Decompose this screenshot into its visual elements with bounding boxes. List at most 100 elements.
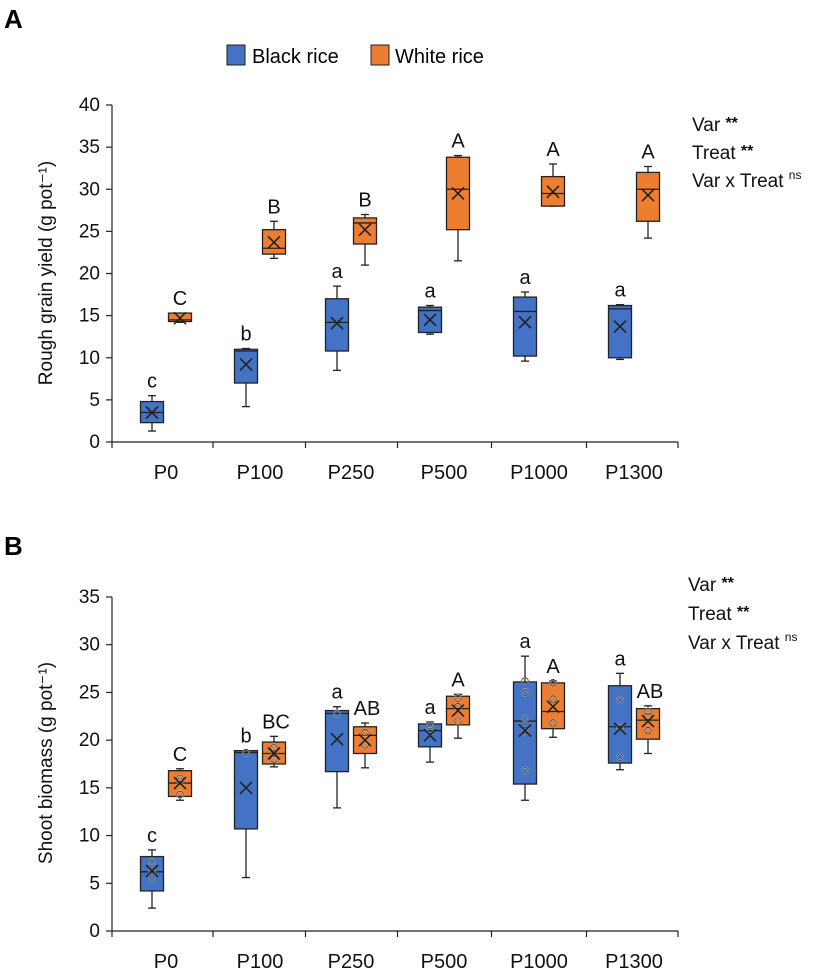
y-tick-label: 0 [89, 921, 100, 942]
significance-letter: a [614, 648, 626, 670]
mean-marker [173, 311, 187, 325]
data-point [521, 726, 529, 735]
y-tick-label: 20 [79, 730, 100, 751]
significance-letter: BC [262, 711, 290, 733]
data-point [270, 749, 278, 758]
data-point [521, 688, 529, 697]
y-tick-label: 25 [79, 221, 100, 242]
panel-b-chart: 0 5 10 15 20 25 30 35 P0 P100 P250 P500 P1000 P1300 Sh… [36, 575, 797, 973]
mean-marker [239, 357, 253, 372]
box [607, 304, 633, 359]
y-tick-label: 30 [79, 635, 100, 656]
y-tick-label: 10 [79, 348, 100, 369]
y-tick-label: 15 [79, 306, 100, 327]
mean-marker [267, 746, 281, 761]
box [352, 217, 378, 245]
data-point [454, 694, 462, 702]
y-tick-label: 5 [89, 390, 100, 411]
x-tick-label: P500 [421, 462, 468, 484]
y-axis-label: Shoot biomass (g pot⁻¹) [36, 662, 57, 864]
y-tick-label: 35 [79, 587, 100, 608]
data-point [361, 741, 369, 749]
data-point [426, 722, 434, 730]
x-tick-label: P1300 [605, 462, 663, 484]
significance-letter: A [451, 131, 465, 153]
x-tick-label: P1000 [510, 951, 568, 973]
mean-marker [330, 732, 344, 746]
significance-letter: A [546, 139, 560, 161]
panel-a-chart: 0 5 10 15 20 25 30 35 40 P0 P100 P250 P500 P1000 P1300… [36, 95, 801, 484]
y-axis-label: Rough grain yield (g pot⁻¹) [36, 161, 57, 385]
data-point [521, 714, 529, 722]
significance-letter: a [519, 631, 531, 653]
mean-marker [358, 223, 372, 237]
y-tick-label: 30 [79, 179, 100, 200]
mean-marker [330, 316, 344, 330]
x-tick-label: P1300 [605, 951, 663, 973]
stats-label: Treat ** [692, 143, 754, 164]
significance-letter: A [546, 656, 560, 678]
stats-label: Var x Treat ns [688, 630, 797, 654]
legend-swatch-white-rice [370, 44, 390, 66]
data-point [549, 679, 557, 687]
significance-letter: b [240, 726, 251, 748]
legend: Black rice White rice [226, 44, 484, 68]
data-point [521, 766, 529, 775]
data-point [270, 744, 278, 752]
significance-letter: a [331, 682, 343, 704]
data-point [521, 677, 529, 685]
data-point [549, 719, 557, 727]
legend-swatch-black-rice [226, 44, 246, 66]
data-point [454, 717, 462, 725]
y-tick-label: 10 [79, 826, 100, 847]
panel-label-b: B [4, 531, 23, 561]
mean-marker [518, 724, 532, 738]
mean-marker [423, 728, 437, 742]
box [512, 296, 538, 357]
data-point [148, 868, 156, 876]
data-point [361, 728, 369, 737]
mean-marker [267, 235, 281, 249]
mean-marker [239, 781, 253, 795]
mean-marker [613, 320, 627, 334]
mean-marker [145, 405, 159, 420]
x-tick-label: P1000 [510, 462, 568, 484]
significance-letter: a [424, 281, 436, 303]
data-point [270, 755, 278, 763]
x-tick-label: P100 [237, 951, 284, 973]
significance-letter: a [614, 280, 626, 302]
mean-marker [358, 733, 372, 747]
x-tick-label: P250 [328, 462, 375, 484]
data-point [644, 726, 652, 735]
y-tick-label: 35 [79, 137, 100, 158]
x-tick-label: P500 [421, 951, 468, 973]
x-tick-label: P0 [154, 951, 178, 973]
x-tick-label: P250 [328, 951, 375, 973]
data-point [644, 712, 652, 720]
significance-letter: C [173, 744, 187, 766]
data-point [176, 790, 184, 799]
significance-letter: b [240, 323, 251, 345]
box [324, 709, 350, 773]
y-tick-label: 15 [79, 778, 100, 799]
legend-label-black-rice: Black rice [252, 46, 339, 68]
mean-marker [613, 722, 627, 736]
significance-letter: a [519, 267, 531, 289]
mean-marker [451, 186, 465, 201]
significance-letter: B [267, 196, 280, 218]
data-point [176, 777, 184, 785]
stats-label: Var x Treat ns [692, 168, 801, 192]
y-tick-label: 25 [79, 682, 100, 703]
significance-letter: A [451, 669, 465, 691]
y-tick-label: 40 [79, 95, 100, 116]
stats-label: Var ** [688, 575, 735, 596]
mean-marker [546, 185, 560, 199]
significance-letter: B [358, 190, 371, 212]
significance-letter: c [147, 371, 157, 393]
panel-label-a: A [4, 4, 23, 34]
data-point [616, 753, 624, 762]
mean-marker [145, 864, 159, 878]
data-point [148, 858, 156, 866]
data-point [616, 723, 624, 731]
